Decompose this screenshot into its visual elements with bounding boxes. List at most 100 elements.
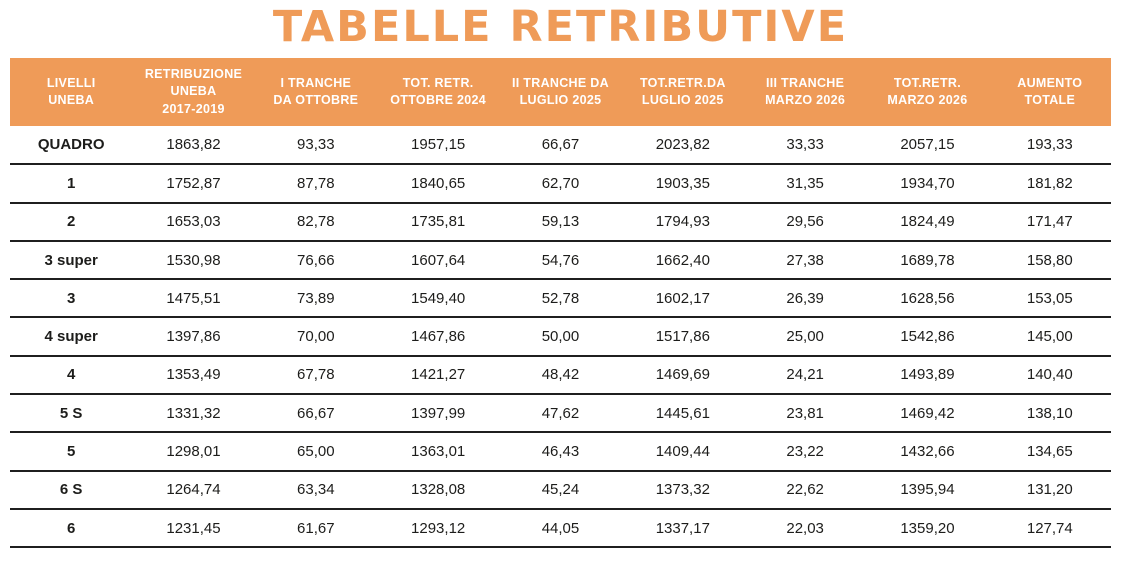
- cell-value: 44,05: [541, 519, 580, 537]
- cell-value: 25,00: [786, 328, 824, 346]
- cell-value: 1824,49: [900, 213, 955, 231]
- row-level-label: 3 super: [44, 251, 98, 269]
- table-row: 3 super 1530,98 76,66 1607,64 54,76 1662,40 27…: [10, 241, 1111, 280]
- cell-value: 26,39: [786, 289, 824, 307]
- cell-value: 23,81: [786, 404, 824, 422]
- cell-value: 171,47: [1026, 213, 1073, 231]
- cell-value: 2023,82: [655, 136, 710, 154]
- cell-value: 1373,32: [655, 481, 710, 499]
- column-header-1: RETRIBUZIONE UNEBA 2017-2019: [132, 58, 255, 126]
- column-header-0: LIVELLI UNEBA: [10, 58, 133, 126]
- cell-value: 63,34: [297, 481, 335, 499]
- cell-value: 1475,51: [166, 289, 221, 307]
- cell-value: 1432,66: [900, 443, 955, 461]
- cell-value: 33,33: [786, 136, 824, 154]
- row-level-label: 3: [66, 289, 76, 307]
- header-row: LIVELLI UNEBA RETRIBUZIONE UNEBA 2017-201…: [10, 58, 1111, 126]
- cell-value: 1530,98: [166, 251, 221, 269]
- table-row: 6 S 1264,74 63,34 1328,08 45,24 1373,32 22,62 1…: [10, 471, 1111, 509]
- cell-value: 67,78: [297, 366, 335, 384]
- row-level-label: 2: [66, 213, 76, 231]
- cell-value: 73,89: [297, 289, 335, 307]
- cell-value: 1840,65: [411, 174, 466, 192]
- cell-value: 1467,86: [411, 328, 466, 346]
- cell-value: 158,80: [1026, 251, 1073, 269]
- row-level-label: 4: [66, 366, 76, 384]
- table-header: LIVELLI UNEBA RETRIBUZIONE UNEBA 2017-201…: [10, 58, 1111, 126]
- cell-value: 66,67: [297, 404, 335, 422]
- cell-value: 2057,15: [900, 136, 955, 154]
- column-header-4: II TRANCHE DA LUGLIO 2025: [499, 58, 622, 126]
- table-row: 1 1752,87 87,78 1840,65 62,70 1903,35 31,35 193…: [10, 164, 1111, 203]
- row-level-label: QUADRO: [37, 136, 105, 154]
- cell-value: 1337,17: [655, 519, 710, 537]
- cell-value: 1607,64: [411, 251, 466, 269]
- cell-value: 1359,20: [900, 519, 955, 537]
- salary-table: LIVELLI UNEBA RETRIBUZIONE UNEBA 2017-201…: [10, 58, 1111, 548]
- table-row: 4 1353,49 67,78 1421,27 48,42 1469,69 24,21 149…: [10, 356, 1111, 395]
- cell-value: 61,67: [297, 519, 335, 537]
- cell-value: 62,70: [541, 174, 580, 192]
- cell-value: 1628,56: [900, 289, 955, 307]
- salary-table-container: LIVELLI UNEBA RETRIBUZIONE UNEBA 2017-201…: [10, 58, 1111, 548]
- cell-value: 1421,27: [411, 366, 466, 384]
- cell-value: 1735,81: [411, 213, 466, 231]
- cell-value: 76,66: [297, 251, 335, 269]
- cell-value: 1653,03: [166, 213, 221, 231]
- column-header-8: AUMENTO TOTALE: [988, 58, 1111, 126]
- table-row: QUADRO 1863,82 93,33 1957,15 66,67 2023,82 33,…: [10, 126, 1111, 165]
- cell-value: 1549,40: [411, 289, 466, 307]
- row-level-label: 1: [66, 174, 76, 192]
- table-row: 4 super 1397,86 70,00 1467,86 50,00 1517,86 25…: [10, 317, 1111, 356]
- cell-value: 70,00: [297, 328, 335, 346]
- cell-value: 65,00: [297, 443, 335, 461]
- cell-value: 59,13: [541, 213, 580, 231]
- table-row: 5 1298,01 65,00 1363,01 46,43 1409,44 23,22 143…: [10, 432, 1111, 471]
- cell-value: 1794,93: [655, 213, 710, 231]
- cell-value: 1395,94: [900, 481, 955, 499]
- cell-value: 50,00: [541, 328, 580, 346]
- cell-value: 23,22: [786, 443, 824, 461]
- cell-value: 22,03: [786, 519, 824, 537]
- cell-value: 31,35: [786, 174, 824, 192]
- cell-value: 1231,45: [166, 519, 221, 537]
- cell-value: 1409,44: [655, 443, 710, 461]
- cell-value: 1662,40: [655, 251, 710, 269]
- row-level-label: 5 S: [59, 404, 83, 422]
- cell-value: 46,43: [541, 443, 580, 461]
- cell-value: 93,33: [297, 136, 335, 154]
- cell-value: 22,62: [786, 481, 824, 499]
- cell-value: 1397,99: [411, 404, 466, 422]
- column-header-5: TOT.RETR.DA LUGLIO 2025: [621, 58, 744, 126]
- cell-value: 1863,82: [166, 136, 221, 154]
- cell-value: 82,78: [297, 213, 335, 231]
- cell-value: 47,62: [541, 404, 580, 422]
- cell-value: 140,40: [1026, 366, 1073, 384]
- cell-value: 1689,78: [900, 251, 955, 269]
- cell-value: 48,42: [541, 366, 580, 384]
- table-body: QUADRO 1863,82 93,33 1957,15 66,67 2023,82 33,…: [10, 126, 1111, 548]
- cell-value: 145,00: [1026, 328, 1073, 346]
- cell-value: 1469,42: [900, 404, 955, 422]
- cell-value: 1331,32: [166, 404, 221, 422]
- column-header-6: III TRANCHE MARZO 2026: [743, 58, 867, 126]
- page-title: TABELLE RETRIBUTIVE: [272, 2, 849, 52]
- cell-value: 1934,70: [900, 174, 955, 192]
- cell-value: 1752,87: [166, 174, 221, 192]
- cell-value: 45,24: [541, 481, 580, 499]
- cell-value: 52,78: [541, 289, 580, 307]
- column-header-3: TOT. RETR. OTTOBRE 2024: [376, 58, 500, 126]
- cell-value: 24,21: [786, 366, 824, 384]
- table-row: 2 1653,03 82,78 1735,81 59,13 1794,93 29,56 182…: [10, 203, 1111, 241]
- cell-value: 1363,01: [411, 443, 466, 461]
- cell-value: 181,82: [1026, 174, 1073, 192]
- table-row: 5 S 1331,32 66,67 1397,99 47,62 1445,61 23,81 1…: [10, 394, 1111, 433]
- cell-value: 138,10: [1026, 404, 1073, 422]
- row-level-label: 5: [66, 443, 76, 461]
- cell-value: 1542,86: [900, 328, 955, 346]
- cell-value: 1328,08: [411, 481, 466, 499]
- row-level-label: 6: [66, 519, 76, 537]
- cell-value: 66,67: [541, 136, 580, 154]
- cell-value: 1264,74: [166, 481, 221, 499]
